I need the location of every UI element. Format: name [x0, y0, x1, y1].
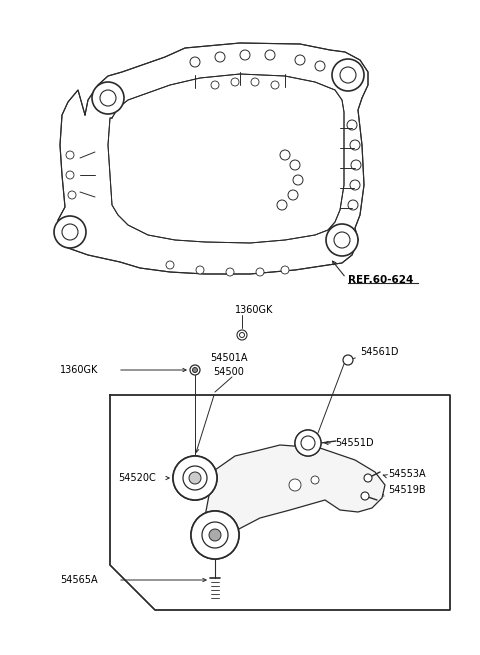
Circle shape — [202, 522, 228, 548]
Circle shape — [281, 266, 289, 274]
Circle shape — [301, 436, 315, 450]
Circle shape — [295, 55, 305, 65]
Circle shape — [166, 261, 174, 269]
Circle shape — [301, 436, 315, 450]
Circle shape — [190, 57, 200, 67]
Circle shape — [361, 492, 369, 500]
Circle shape — [215, 52, 225, 62]
Circle shape — [348, 200, 358, 210]
Circle shape — [192, 367, 197, 373]
Circle shape — [237, 330, 247, 340]
Polygon shape — [58, 43, 368, 274]
Circle shape — [183, 466, 207, 490]
Polygon shape — [108, 74, 344, 243]
Circle shape — [209, 529, 221, 541]
Polygon shape — [110, 395, 450, 610]
Circle shape — [265, 50, 275, 60]
Circle shape — [189, 472, 201, 484]
Circle shape — [54, 216, 86, 248]
Circle shape — [288, 190, 298, 200]
Circle shape — [256, 268, 264, 276]
Circle shape — [66, 151, 74, 159]
Circle shape — [92, 82, 124, 114]
Circle shape — [191, 511, 239, 559]
Text: 54553A: 54553A — [388, 469, 426, 479]
Circle shape — [173, 456, 217, 500]
Circle shape — [326, 224, 358, 256]
Circle shape — [350, 140, 360, 150]
Text: 54501A: 54501A — [210, 353, 248, 363]
Circle shape — [289, 479, 301, 491]
Text: 54565A: 54565A — [60, 575, 97, 585]
Text: 54551D: 54551D — [335, 438, 373, 448]
Circle shape — [347, 120, 357, 130]
Circle shape — [68, 191, 76, 199]
Circle shape — [240, 50, 250, 60]
Text: 1360GK: 1360GK — [235, 305, 274, 315]
Circle shape — [202, 522, 228, 548]
Circle shape — [295, 430, 321, 456]
Circle shape — [66, 171, 74, 179]
Circle shape — [290, 160, 300, 170]
Text: REF.60-624: REF.60-624 — [348, 275, 413, 285]
Text: 54519B: 54519B — [388, 485, 426, 495]
Circle shape — [293, 175, 303, 185]
Circle shape — [311, 476, 319, 484]
Circle shape — [295, 430, 321, 456]
Circle shape — [226, 268, 234, 276]
Circle shape — [351, 160, 361, 170]
Text: 54561D: 54561D — [360, 347, 398, 357]
Circle shape — [173, 456, 217, 500]
Circle shape — [196, 266, 204, 274]
Circle shape — [209, 529, 221, 541]
Circle shape — [364, 474, 372, 482]
Circle shape — [189, 472, 201, 484]
Circle shape — [277, 200, 287, 210]
Circle shape — [315, 61, 325, 71]
Polygon shape — [203, 445, 385, 540]
Circle shape — [280, 150, 290, 160]
Circle shape — [190, 365, 200, 375]
Circle shape — [183, 466, 207, 490]
Text: 1360GK: 1360GK — [60, 365, 98, 375]
Circle shape — [191, 511, 239, 559]
Circle shape — [350, 180, 360, 190]
Text: 54500: 54500 — [213, 367, 244, 377]
Circle shape — [343, 355, 353, 365]
Circle shape — [332, 59, 364, 91]
Text: 54520C: 54520C — [118, 473, 156, 483]
